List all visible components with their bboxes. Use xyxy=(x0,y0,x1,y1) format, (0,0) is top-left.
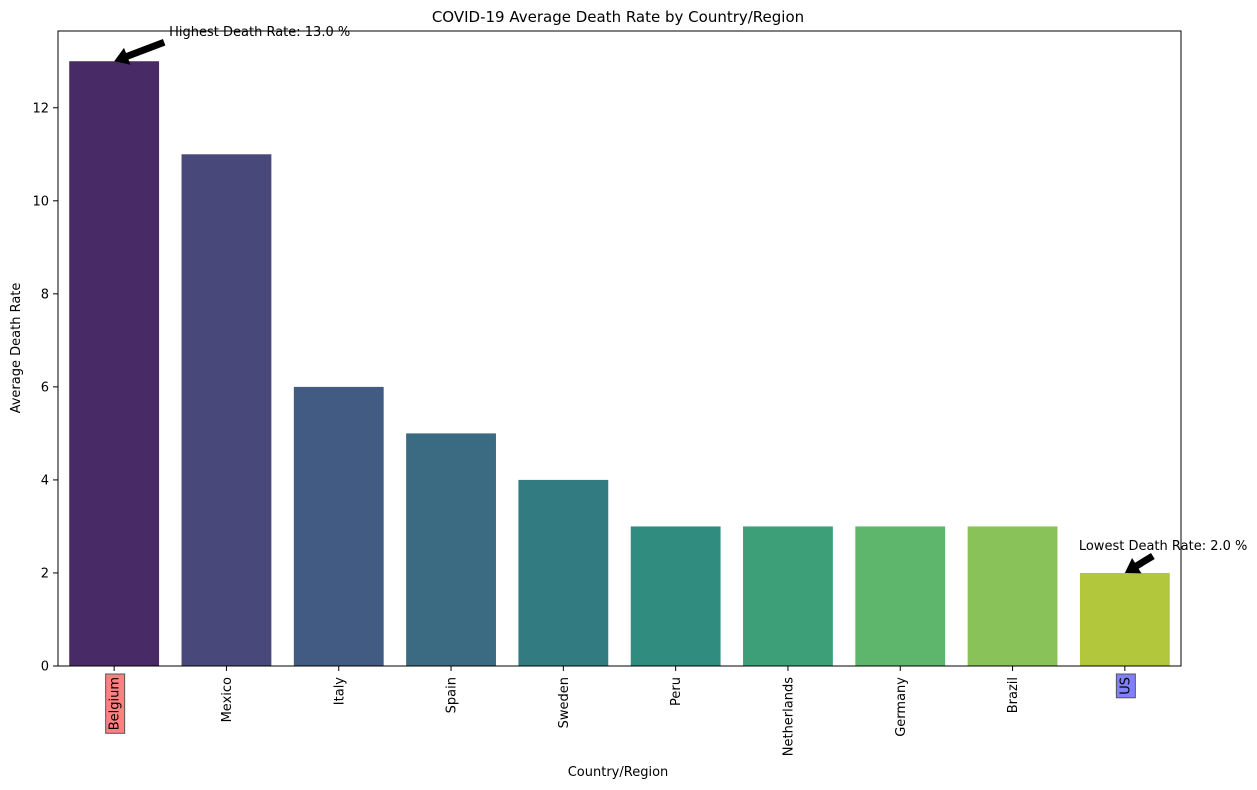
x-tick-brazil: Brazil xyxy=(1006,677,1021,713)
annotations-group: Highest Death Rate: 13.0 % Lowest Death R… xyxy=(114,25,1248,574)
y-axis: 0 2 4 6 8 10 12 xyxy=(32,101,58,675)
x-axis-label: Country/Region xyxy=(568,765,669,780)
x-tick-germany: Germany xyxy=(894,677,909,737)
annotation-text: Highest Death Rate: 13.0 % xyxy=(169,25,350,40)
x-tick-label: Belgium xyxy=(108,677,123,730)
x-tick-label: US xyxy=(1118,677,1133,695)
bar-belgium xyxy=(69,61,160,666)
x-tick-us: US xyxy=(1115,673,1136,699)
x-tick-sweden: Sweden xyxy=(557,677,572,728)
bars-group xyxy=(69,61,1170,666)
x-tick-label: Peru xyxy=(669,677,684,706)
bar-italy xyxy=(293,386,384,666)
annotation-arrow xyxy=(114,39,166,65)
bar-brazil xyxy=(967,526,1058,666)
annotation-text: Lowest Death Rate: 2.0 % xyxy=(1079,539,1248,554)
highlight-box xyxy=(1115,673,1136,699)
bar-peru xyxy=(630,526,721,666)
x-tick-belgium: Belgium xyxy=(105,673,126,734)
highlight-box xyxy=(105,673,126,734)
x-tick-italy: Italy xyxy=(332,677,347,706)
x-tick-spain: Spain xyxy=(445,677,460,713)
plot-frame xyxy=(57,30,1182,667)
annotation-arrow xyxy=(1124,553,1155,574)
x-tick-label: Germany xyxy=(894,677,909,737)
x-tick-label: Netherlands xyxy=(781,677,796,756)
bar-netherlands xyxy=(743,526,833,666)
bar-us xyxy=(1079,572,1170,666)
x-tick-label: Spain xyxy=(445,677,460,713)
x-tick-mexico: Mexico xyxy=(220,677,235,722)
y-tick-label: 2 xyxy=(41,566,49,581)
x-tick-label: Brazil xyxy=(1006,677,1021,713)
y-tick-label: 10 xyxy=(32,194,49,209)
bar-germany xyxy=(855,526,946,666)
x-tick-netherlands: Netherlands xyxy=(781,677,796,756)
bar-mexico xyxy=(181,154,272,666)
x-tick-label: Italy xyxy=(332,677,347,706)
y-tick-label: 6 xyxy=(41,380,49,395)
x-tick-label: Mexico xyxy=(220,677,235,722)
x-axis: Belgium Mexico Italy Spain Sweden Peru Netherl… xyxy=(105,666,1136,756)
x-tick-peru: Peru xyxy=(669,677,684,706)
y-tick-label: 8 xyxy=(41,287,49,302)
y-tick-label: 0 xyxy=(41,660,49,675)
chart-title: COVID-19 Average Death Rate by Country/R… xyxy=(432,8,804,26)
y-tick-label: 4 xyxy=(41,473,49,488)
bar-spain xyxy=(406,433,496,666)
y-axis-label: Average Death Rate xyxy=(9,283,24,414)
x-tick-label: Sweden xyxy=(557,677,572,728)
y-tick-label: 12 xyxy=(32,101,49,116)
bar-sweden xyxy=(518,479,609,666)
